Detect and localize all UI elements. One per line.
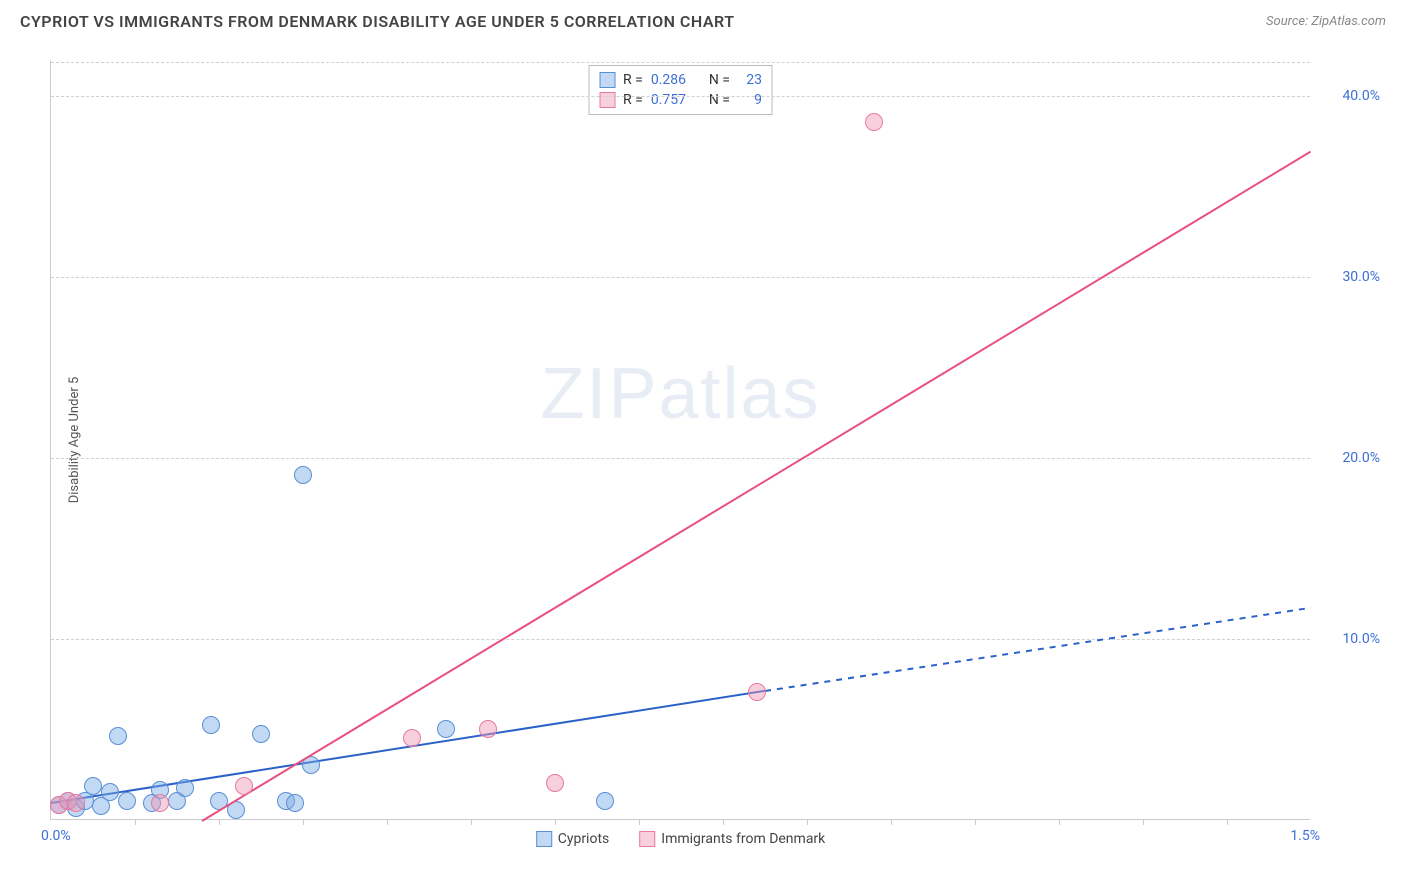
x-tick-mark (1227, 819, 1228, 825)
grid-line (51, 96, 1310, 97)
legend-swatch (599, 72, 615, 88)
trend-line-dashed (765, 606, 1311, 691)
data-point (101, 783, 119, 801)
data-point (151, 794, 169, 812)
data-point (865, 113, 883, 131)
data-point (286, 794, 304, 812)
x-tick-max: 1.5% (1290, 828, 1320, 844)
y-tick-label: 20.0% (1342, 450, 1380, 466)
y-axis-label: Disability Age Under 5 (67, 376, 82, 503)
x-tick-min: 0.0% (41, 828, 71, 844)
legend-swatch (639, 831, 655, 847)
stat-r-label: R = (623, 92, 643, 108)
data-point (118, 792, 136, 810)
stat-r-label: R = (623, 72, 643, 88)
x-tick-mark (555, 819, 556, 825)
data-point (437, 720, 455, 738)
plot-area: Disability Age Under 5 ZIPatlas R = 0.286… (50, 60, 1310, 820)
y-tick-label: 10.0% (1342, 631, 1380, 647)
x-tick-mark (1059, 819, 1060, 825)
stats-legend-row: R = 0.286 N = 23 (599, 70, 762, 90)
stat-n-label: N = (709, 72, 730, 88)
x-tick-mark (807, 819, 808, 825)
grid-line (51, 277, 1310, 278)
grid-line (51, 458, 1310, 459)
legend-item: Immigrants from Denmark (639, 831, 825, 847)
stat-n-label: N = (709, 92, 730, 108)
y-tick-label: 40.0% (1342, 88, 1380, 104)
data-point (596, 792, 614, 810)
stat-n-value: 23 (738, 72, 762, 88)
trend-line (202, 151, 1312, 822)
data-point (403, 729, 421, 747)
legend-label: Immigrants from Denmark (661, 831, 825, 847)
watermark: ZIPatlas (540, 353, 820, 435)
y-tick-label: 30.0% (1342, 269, 1380, 285)
stats-legend-row: R = 0.757 N = 9 (599, 90, 762, 110)
x-tick-mark (471, 819, 472, 825)
data-point (294, 466, 312, 484)
legend-label: Cypriots (558, 831, 610, 847)
x-tick-mark (639, 819, 640, 825)
x-tick-mark (975, 819, 976, 825)
x-tick-mark (135, 819, 136, 825)
stat-r-value: 0.757 (651, 92, 701, 108)
x-tick-mark (303, 819, 304, 825)
data-point (202, 716, 220, 734)
stats-legend: R = 0.286 N = 23 R = 0.757 N = 9 (588, 65, 773, 115)
source-credit: Source: ZipAtlas.com (1266, 14, 1386, 29)
data-point (109, 727, 127, 745)
x-tick-mark (387, 819, 388, 825)
grid-line (51, 62, 1310, 63)
data-point (84, 777, 102, 795)
data-point (546, 774, 564, 792)
stat-n-value: 9 (738, 92, 762, 108)
data-point (67, 794, 85, 812)
series-legend: Cypriots Immigrants from Denmark (536, 831, 826, 847)
chart-title: CYPRIOT VS IMMIGRANTS FROM DENMARK DISAB… (20, 12, 735, 31)
x-tick-mark (219, 819, 220, 825)
data-point (479, 720, 497, 738)
data-point (748, 683, 766, 701)
data-point (235, 777, 253, 795)
data-point (176, 779, 194, 797)
x-tick-mark (1143, 819, 1144, 825)
x-tick-mark (891, 819, 892, 825)
x-tick-mark (723, 819, 724, 825)
data-point (252, 725, 270, 743)
grid-line (51, 639, 1310, 640)
chart-container: Disability Age Under 5 ZIPatlas R = 0.286… (50, 60, 1390, 840)
legend-swatch (599, 92, 615, 108)
stat-r-value: 0.286 (651, 72, 701, 88)
legend-item: Cypriots (536, 831, 610, 847)
legend-swatch (536, 831, 552, 847)
